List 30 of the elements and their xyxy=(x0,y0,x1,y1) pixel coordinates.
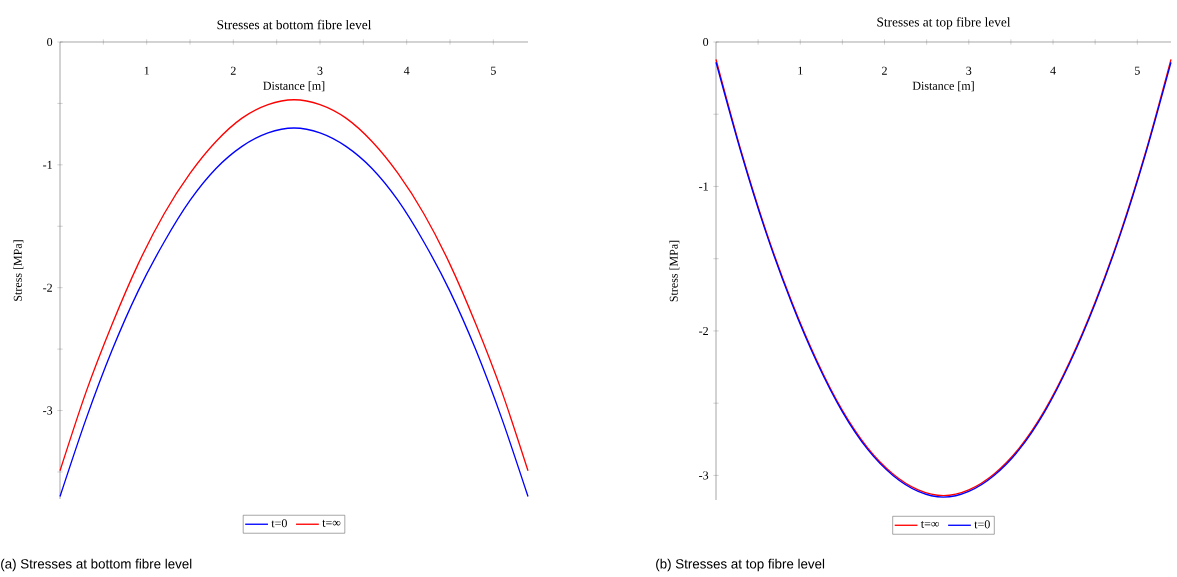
x-tick-label: 4 xyxy=(403,66,410,75)
x-tick-label: 5 xyxy=(491,66,496,75)
x-tick-label: 3 xyxy=(317,66,323,75)
y-tick-label: -1 xyxy=(43,160,52,169)
chart-title: Stresses at bottom fibre level xyxy=(217,19,372,30)
y-tick-label: -3 xyxy=(43,406,53,415)
x-tick-label: 2 xyxy=(882,66,887,75)
x-tick-label: 1 xyxy=(798,66,803,75)
x-tick-label: 2 xyxy=(230,66,236,75)
text: (b) Stresses at top fibre level xyxy=(656,558,825,572)
legend-label: t=0 xyxy=(974,520,990,529)
x-axis-title: Distance [m] xyxy=(912,81,974,92)
legend-label: t=∞ xyxy=(920,520,939,528)
y-tick-label: 0 xyxy=(703,37,709,47)
x-tick-label: 1 xyxy=(144,66,149,75)
x-tick-label: 3 xyxy=(966,66,972,75)
y-tick-label: 0 xyxy=(47,37,53,47)
text: (a) Stresses at bottom fibre level xyxy=(1,558,192,572)
y-tick-label: -2 xyxy=(43,283,52,292)
chart-title: Stresses at top fibre level xyxy=(877,17,1011,30)
y-axis-title: Stress [MPa] xyxy=(13,240,24,301)
x-tick-label: 5 xyxy=(1134,66,1140,75)
y-tick-label: -3 xyxy=(699,471,709,480)
x-tick-label: 4 xyxy=(1050,66,1056,75)
y-tick-label: -2 xyxy=(699,326,708,335)
y-tick-label: -1 xyxy=(699,182,708,191)
y-axis-title: Stress [MPa] xyxy=(669,240,680,302)
x-axis-title: Distance [m] xyxy=(263,81,325,92)
legend-label: t=∞ xyxy=(322,519,341,527)
legend-label: t=0 xyxy=(271,519,287,528)
